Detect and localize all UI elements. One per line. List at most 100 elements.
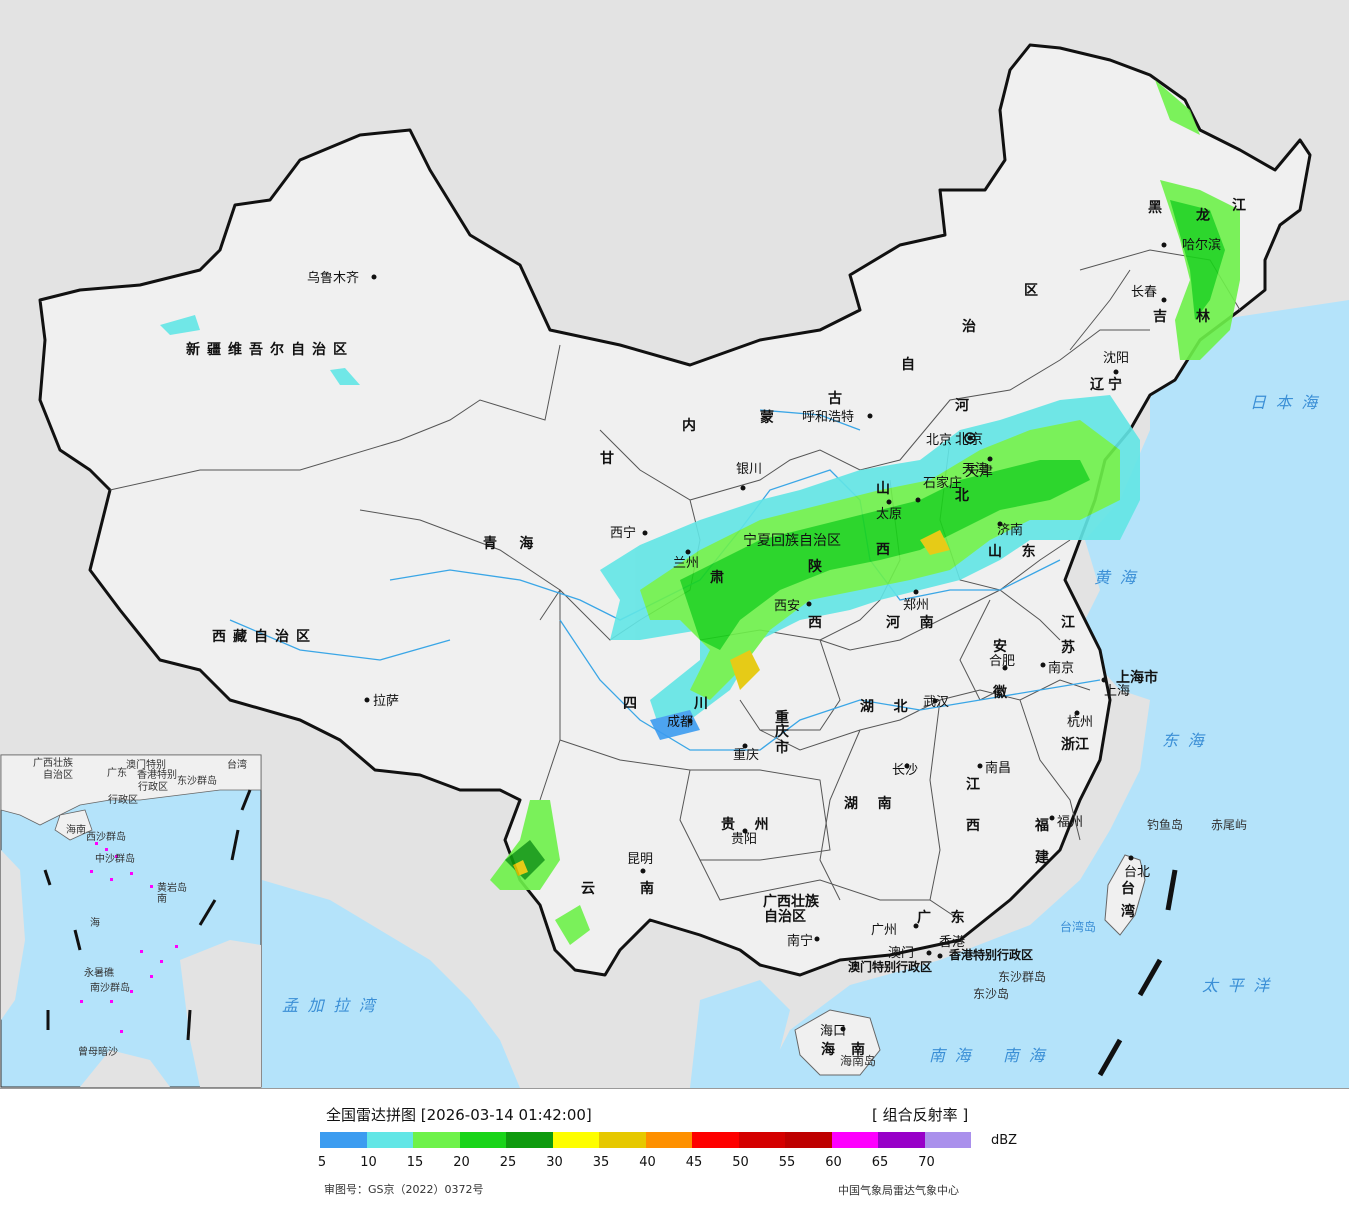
place-label: 东沙岛: [973, 986, 1009, 1001]
legend-tick-label: 45: [685, 1155, 703, 1170]
region-label: 北: [955, 488, 969, 504]
legend-tick-label: 5: [317, 1155, 327, 1170]
region-label: 贵州: [721, 816, 788, 833]
inset-label: 澳门特别: [126, 758, 166, 771]
legend-tick-label: 40: [639, 1155, 656, 1170]
sea-label: 太平洋: [1202, 976, 1279, 995]
mosaic-title: 全国雷达拼图 [2026-03-14 01:42:00]: [326, 1106, 592, 1124]
city-label: 长沙: [892, 763, 918, 778]
city-dot: [371, 274, 377, 280]
region-label: 南: [640, 880, 654, 897]
legend-swatch-6: [552, 1132, 599, 1148]
place-label: 东沙群岛: [998, 969, 1046, 984]
city-label: 杭州: [1067, 715, 1093, 730]
inset-label: 南: [157, 892, 167, 905]
region-label: 吉: [1153, 308, 1167, 325]
region-label: 林: [1196, 308, 1210, 325]
place-label: 海南岛: [840, 1053, 876, 1068]
city-label: 太原: [876, 507, 902, 522]
city-label: 贵阳: [731, 832, 757, 847]
legend-swatch-5: [506, 1132, 553, 1148]
region-label: 湾: [1121, 903, 1135, 920]
city-dot: [926, 950, 932, 956]
region-label: 陕: [808, 558, 822, 575]
place-label: 台湾岛: [1060, 919, 1096, 934]
legend-swatch-14: [924, 1132, 971, 1148]
sea-label: 东海: [1162, 731, 1213, 750]
city-dot: [740, 485, 746, 491]
city-label: 北京: [926, 433, 952, 448]
place-label: 香港特别行政区: [948, 947, 1033, 962]
city-label: 银川: [736, 462, 762, 477]
region-label: 古: [828, 390, 842, 407]
city-dot: [814, 936, 820, 942]
city-dot: [904, 763, 910, 769]
legend-swatch-1: [320, 1132, 367, 1148]
radar-echoes: [160, 80, 1240, 945]
city-label: 成都: [667, 715, 693, 730]
city-label: 上海: [1104, 684, 1130, 699]
city-label: 济南: [997, 522, 1023, 538]
region-label: 河: [955, 397, 969, 414]
region-label: 西: [876, 542, 890, 558]
city-label: 拉萨: [373, 694, 399, 709]
region-label: 治: [962, 318, 976, 335]
region-label: 蒙: [760, 409, 774, 426]
sea-bay-of-bengal: [262, 880, 520, 1088]
legend-tick-label: 65: [871, 1155, 889, 1170]
region-label: 浙江: [1061, 736, 1089, 753]
city-label: 台北: [1124, 865, 1150, 880]
inset-label: 行政区: [138, 780, 168, 793]
region-label: 黑: [1148, 200, 1162, 216]
legend-swatch-7: [599, 1132, 646, 1148]
city-dot: [840, 1026, 846, 1032]
unit-label: dBZ: [991, 1133, 1018, 1148]
sea-label: 南海: [1003, 1046, 1054, 1065]
legend-swatch-12: [831, 1132, 878, 1148]
region-label: 自治区: [764, 908, 806, 925]
city-label: 长春: [1131, 285, 1157, 300]
city-label: 海口: [820, 1024, 846, 1039]
city-label: 郑州: [903, 598, 929, 613]
region-label: 江: [966, 776, 980, 793]
region-label: 肃: [710, 569, 724, 586]
region-label: 川: [693, 696, 708, 712]
legend-tick-label: 60: [825, 1155, 842, 1170]
city-dot: [1074, 710, 1080, 716]
city-label: 西宁: [610, 525, 636, 541]
region-label: 台: [1121, 880, 1135, 897]
city-label: 重庆: [733, 747, 759, 763]
inset-label: 西沙群岛: [86, 830, 126, 843]
region-label: 江: [1061, 614, 1075, 631]
inset-label: 曾母暗沙: [78, 1045, 118, 1058]
region-label: 宁: [1108, 376, 1122, 393]
region-label: 龙: [1195, 207, 1210, 224]
city-dot: [997, 521, 1003, 527]
city-label: 合肥: [989, 654, 1015, 669]
region-label: 西藏自治区: [212, 628, 317, 645]
city-dot: [1040, 662, 1046, 668]
inset-label: 海: [90, 916, 100, 929]
legend-tick-label: 20: [453, 1155, 470, 1170]
region-label: 西: [808, 615, 822, 631]
city-dot: [640, 868, 646, 874]
region-label: 辽: [1090, 377, 1105, 393]
sea-label: 日本海: [1250, 393, 1327, 412]
region-label: 自: [901, 356, 915, 373]
region-label: 云: [581, 881, 595, 897]
region-label: 庆: [775, 723, 789, 740]
region-label: 甘: [600, 450, 614, 467]
inset-label: 南沙群岛: [90, 981, 130, 994]
region-label: 青海: [483, 535, 556, 552]
city-label: 兰州: [673, 556, 699, 571]
city-dot: [987, 456, 993, 462]
city-dot: [1101, 677, 1107, 683]
legend-tick-label: 30: [546, 1155, 563, 1170]
legend-tick-label: 25: [499, 1155, 517, 1170]
city-label: 沈阳: [1103, 351, 1129, 366]
inset-label: 广西壮族: [33, 756, 73, 769]
legend-swatch-4: [459, 1132, 506, 1148]
